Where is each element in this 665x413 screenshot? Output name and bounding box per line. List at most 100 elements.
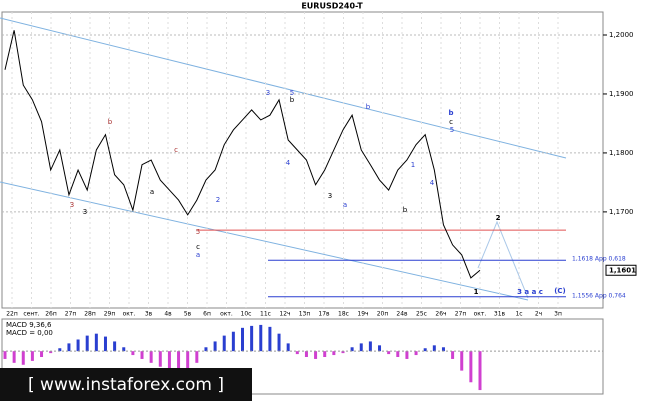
macd-label: MACD 9,36,6: [6, 321, 52, 329]
wave-label: a: [196, 251, 200, 259]
x-tick-label: 4в: [164, 311, 172, 318]
macd-bar: [259, 324, 263, 352]
macd-bar: [323, 351, 327, 357]
macd-bar: [204, 347, 208, 352]
wave-label: 3: [83, 208, 87, 216]
x-tick-label: 26п: [45, 311, 57, 318]
macd-bar: [58, 348, 62, 352]
macd-bar: [49, 351, 53, 354]
upper-channel: [0, 17, 567, 159]
x-tick-label: 2ч: [535, 311, 542, 318]
x-tick-label: 10с: [241, 311, 252, 318]
y-tick-label: 1,2000: [609, 31, 634, 39]
macd-bar: [177, 351, 181, 375]
x-tick-label: 18с: [338, 311, 349, 318]
macd-bar: [286, 343, 290, 352]
macd-bar: [350, 347, 354, 352]
wave-label: b: [290, 96, 295, 104]
macd-bar: [103, 336, 107, 352]
x-tick-label: 25с: [416, 311, 427, 318]
x-tick-label: 19ч: [357, 311, 368, 318]
macd-bar: [149, 351, 153, 363]
macd-bar: [368, 341, 372, 352]
wave-label: 2: [216, 196, 220, 204]
macd-bar: [85, 335, 89, 352]
x-tick-label: сент.: [23, 311, 39, 318]
y-tick-label: 1,1900: [609, 90, 634, 98]
wave-label: 3 a a c: [517, 288, 543, 296]
x-tick-label: 27п: [455, 311, 467, 318]
wave-label: 3: [70, 201, 74, 209]
chart-title: EURUSD240-T: [301, 2, 363, 11]
wave-label: 1: [474, 288, 479, 296]
x-tick-label: 31в: [494, 311, 506, 318]
macd-bar: [122, 347, 126, 352]
watermark-box: [0, 368, 252, 401]
macd-label: MACD = 0,00: [6, 329, 53, 337]
x-tick-label: окт.: [220, 311, 233, 318]
macd-bar: [186, 351, 190, 371]
wave-label: c: [196, 243, 200, 251]
macd-bar: [396, 351, 400, 357]
level-label: 1,1618 App 0,618: [572, 256, 626, 263]
macd-panel: [1, 318, 604, 395]
wave-label: 5: [290, 89, 294, 97]
macd-bar: [460, 351, 464, 371]
x-tick-label: 3в: [145, 311, 153, 318]
x-tick-label: 20п: [377, 311, 389, 318]
macd-bar: [30, 351, 34, 361]
x-tick-label: 11с: [260, 311, 271, 318]
wave-label: 5: [450, 126, 454, 134]
last-price-label: 1,1601: [609, 266, 636, 274]
macd-bar: [332, 351, 336, 356]
macd-bar: [341, 351, 345, 354]
wave-label: a: [343, 201, 347, 209]
x-tick-label: 29п: [104, 311, 116, 318]
macd-bar: [21, 351, 25, 365]
wave-label: 5: [196, 228, 200, 236]
watermark: [ www.instaforex.com ]: [28, 375, 224, 395]
x-tick-label: 12ч: [279, 311, 290, 318]
x-tick-label: 27п: [65, 311, 77, 318]
wave-label: 4: [430, 179, 435, 187]
macd-bar: [277, 333, 281, 352]
wave-label: c: [449, 118, 453, 126]
wave-label: c: [174, 146, 178, 154]
wave-label: a: [150, 188, 154, 196]
wave-label: b: [108, 118, 113, 126]
macd-bar: [140, 351, 144, 359]
macd-bar: [478, 351, 482, 391]
wave-label: 1: [411, 161, 415, 169]
macd-bar: [67, 343, 71, 352]
x-tick-label: 6п: [203, 311, 211, 318]
x-tick-label: окт.: [123, 311, 136, 318]
macd-bar: [250, 325, 254, 352]
macd-bar: [314, 351, 318, 359]
macd-bar: [423, 348, 427, 352]
projection: [477, 220, 529, 299]
macd-bar: [3, 351, 7, 359]
x-tick-label: 1с: [515, 311, 522, 318]
last-price-box: [605, 264, 637, 276]
macd-bar: [113, 341, 117, 352]
macd-bar: [213, 341, 217, 352]
x-tick-label: 5в: [184, 311, 192, 318]
macd-bar: [432, 345, 436, 352]
macd-bar: [359, 343, 363, 352]
lower-channel: [0, 181, 529, 301]
x-tick-label: 24в: [396, 311, 408, 318]
x-tick-label: 13п: [299, 311, 311, 318]
macd-bar: [469, 351, 473, 383]
wave-label: 3: [328, 192, 332, 200]
macd-bar: [241, 327, 244, 352]
price-line: [4, 30, 481, 279]
macd-bar: [40, 351, 44, 357]
macd-bar: [167, 351, 171, 371]
macd-bar: [94, 333, 98, 352]
wave-label: (C): [554, 287, 566, 295]
wave-label: 2: [496, 214, 501, 222]
macd-bar: [378, 345, 382, 352]
y-tick-label: 1,1700: [609, 208, 634, 216]
y-tick-label: 1,1800: [609, 149, 634, 157]
